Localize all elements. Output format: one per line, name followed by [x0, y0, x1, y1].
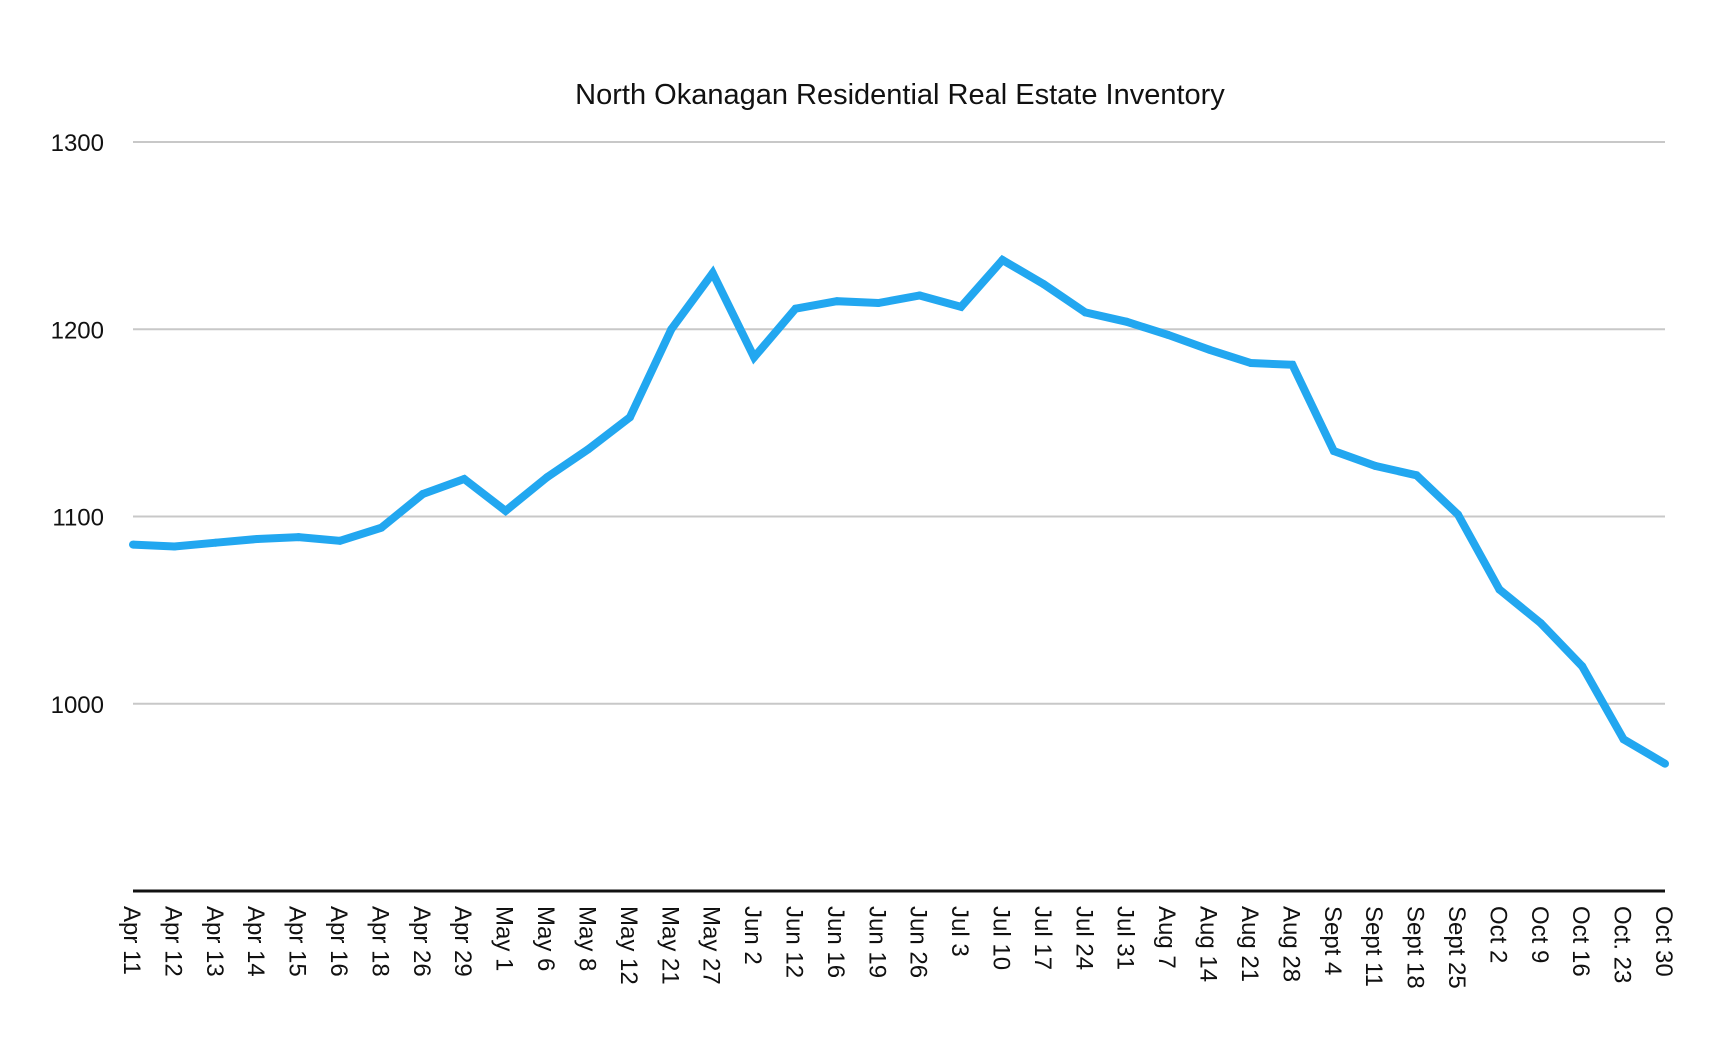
x-tick-label: Jul 24	[1070, 906, 1097, 970]
data-point	[998, 256, 1007, 264]
y-tick-label: 1200	[51, 317, 104, 344]
data-point	[625, 413, 634, 422]
x-tick-label: Aug 7	[1153, 906, 1180, 969]
data-point	[1329, 447, 1338, 455]
data-point	[1246, 359, 1255, 367]
data-point	[584, 445, 593, 454]
data-point	[1495, 585, 1504, 594]
data-point	[957, 302, 966, 311]
x-tick-label: Apr 15	[284, 906, 311, 977]
data-point	[1164, 330, 1173, 339]
x-tick-label: Jun 12	[780, 906, 807, 978]
data-point	[501, 506, 510, 515]
x-tick-label: Jun 16	[822, 906, 849, 978]
x-tick-label: Apr 26	[408, 906, 435, 977]
x-tick-label: Apr 14	[242, 906, 269, 977]
series	[129, 254, 1669, 768]
x-tick-label: Jun 19	[863, 906, 890, 978]
data-point	[791, 304, 800, 313]
data-point	[1412, 471, 1421, 480]
data-point	[543, 473, 552, 482]
x-tick-label: May 27	[698, 906, 725, 985]
data-point	[1081, 308, 1090, 317]
x-tick-label: Jul 17	[1029, 906, 1056, 970]
data-point	[667, 325, 676, 334]
data-point	[874, 299, 883, 307]
data-point	[1661, 759, 1669, 768]
data-point	[750, 353, 759, 362]
data-point	[915, 291, 924, 300]
data-point	[211, 538, 220, 547]
chart-title: North Okanagan Residential Real Estate I…	[575, 79, 1225, 111]
data-point	[418, 490, 427, 498]
data-point	[1578, 662, 1587, 671]
x-tick-label: Apr 11	[118, 906, 145, 975]
x-tick-label: Oct 9	[1526, 906, 1553, 963]
x-tick-label: Oct 16	[1567, 906, 1594, 977]
data-point	[170, 542, 179, 551]
data-point	[1122, 317, 1131, 326]
x-tick-label: Apr 18	[366, 906, 393, 977]
x-tick-label: Apr 29	[449, 906, 476, 977]
x-tick-label: Jun 26	[905, 906, 932, 978]
data-point	[253, 535, 262, 543]
x-tick-label: Aug 21	[1236, 906, 1263, 982]
x-tick-label: Oct. 23	[1609, 906, 1636, 983]
y-tick-label: 1100	[52, 505, 104, 532]
x-tick-label: Oct 30	[1650, 906, 1677, 977]
x-tick-label: Sept 18	[1402, 906, 1429, 989]
x-tick-label: May 1	[491, 906, 518, 971]
data-point	[460, 475, 469, 483]
x-tick-label: Apr 12	[159, 906, 186, 977]
data-point	[1288, 360, 1297, 369]
data-point	[1454, 510, 1462, 519]
x-tick-label: Sept 4	[1319, 906, 1346, 975]
data-point	[832, 297, 841, 306]
x-tick-label: Jul 31	[1112, 906, 1139, 970]
y-tick-label: 1000	[51, 692, 104, 719]
data-point	[129, 540, 137, 549]
x-tick-label: Aug 28	[1277, 906, 1304, 982]
x-tick-label: Aug 14	[1195, 906, 1222, 982]
y-tick-labels: 1000 1100 1200 1300	[51, 130, 104, 719]
y-tick-label: 1300	[51, 130, 104, 157]
data-point	[708, 269, 717, 278]
x-tick-label: May 6	[532, 906, 559, 971]
x-tick-label: Apr 13	[201, 906, 228, 977]
data-point	[1536, 619, 1545, 628]
x-tick-label: May 21	[656, 906, 683, 985]
x-tick-label: Apr 16	[325, 906, 352, 977]
x-tick-label: May 12	[615, 906, 642, 985]
data-point	[294, 533, 303, 542]
x-tick-label: May 8	[573, 906, 600, 971]
x-tick-label: Sept 25	[1443, 906, 1470, 989]
x-tick-label: Jul 3	[946, 906, 973, 957]
x-tick-label: Jun 2	[739, 906, 766, 965]
x-tick-label: Sept 11	[1360, 906, 1387, 987]
series-line-0	[132, 254, 1668, 768]
x-tick-label: Oct 2	[1484, 906, 1511, 963]
data-point	[377, 523, 386, 532]
data-point	[336, 536, 344, 545]
x-tick-label: Jul 10	[988, 906, 1015, 970]
data-point	[1619, 735, 1628, 744]
x-tick-labels: Apr 11 Apr 12 Apr 13 Apr 14 Apr 15 Apr 16 Apr …	[118, 906, 1677, 989]
data-point	[1371, 461, 1380, 470]
data-point	[1205, 345, 1214, 354]
data-point	[1039, 280, 1048, 289]
gridlines	[133, 141, 1665, 705]
